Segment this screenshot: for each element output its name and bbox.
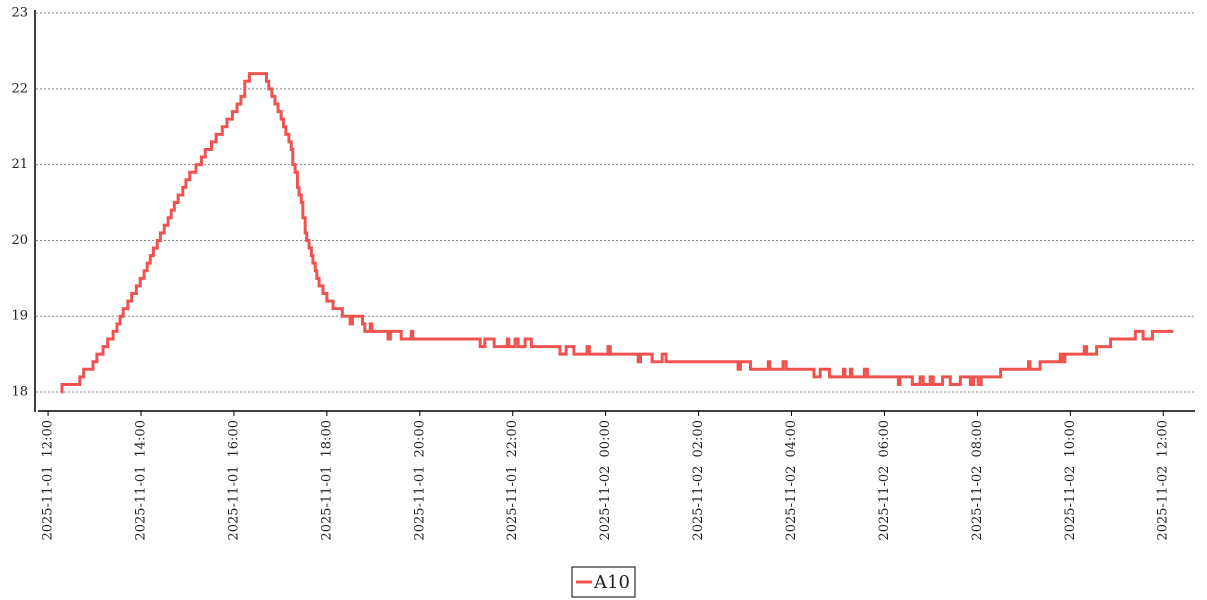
y-tick-label: 20 [11,233,28,248]
y-tick-label: 21 [11,157,28,172]
x-tick-label: 2025-11-02 00:00 [598,420,613,541]
x-tick-label: 2025-11-01 20:00 [412,420,427,541]
x-tick-label: 2025-11-01 16:00 [226,420,241,541]
x-tick-label: 2025-11-02 10:00 [1063,420,1078,541]
legend: A10 [571,566,636,598]
x-tick-label: 2025-11-02 02:00 [691,420,706,541]
x-tick-label: 2025-11-02 08:00 [970,420,985,541]
y-tick-label: 18 [11,385,28,400]
legend-label: A10 [593,572,630,593]
x-tick-label: 2025-11-02 12:00 [1156,420,1171,541]
x-tick-label: 2025-11-01 18:00 [319,420,334,541]
x-tick-label: 2025-11-01 14:00 [133,420,148,541]
line-series [60,72,1174,394]
y-tick-label: 22 [11,81,28,96]
y-tick-label: 23 [11,6,28,21]
x-tick-label: 2025-11-02 06:00 [877,420,892,541]
x-tick-label: 2025-11-01 12:00 [41,420,56,541]
y-tick-label: 19 [11,309,28,324]
x-tick-label: 2025-11-01 22:00 [505,420,520,541]
x-tick-label: 2025-11-02 04:00 [784,420,799,541]
